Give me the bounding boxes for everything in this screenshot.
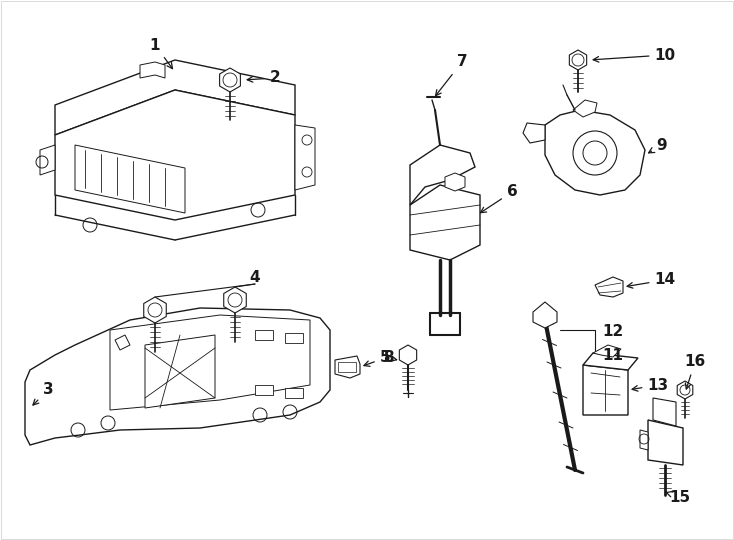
Polygon shape: [410, 145, 475, 205]
Polygon shape: [75, 145, 185, 213]
Text: 4: 4: [250, 271, 261, 286]
Text: 2: 2: [247, 71, 280, 85]
Polygon shape: [55, 90, 295, 220]
Bar: [285, 333, 303, 343]
Text: 9: 9: [649, 138, 667, 153]
Polygon shape: [219, 68, 241, 92]
Polygon shape: [640, 430, 648, 450]
Bar: [255, 385, 273, 395]
Polygon shape: [445, 173, 465, 191]
Polygon shape: [523, 123, 545, 143]
Polygon shape: [573, 100, 597, 117]
Polygon shape: [140, 62, 165, 78]
Text: 10: 10: [593, 48, 675, 63]
Text: 15: 15: [666, 489, 691, 504]
Text: 14: 14: [627, 273, 675, 288]
Text: 3: 3: [33, 382, 54, 405]
Text: 5: 5: [364, 350, 390, 366]
Polygon shape: [40, 145, 55, 175]
Polygon shape: [410, 185, 480, 260]
Polygon shape: [110, 315, 310, 410]
Polygon shape: [595, 277, 623, 297]
Polygon shape: [399, 345, 417, 365]
Polygon shape: [653, 398, 676, 426]
Polygon shape: [677, 381, 693, 399]
Text: 8: 8: [382, 350, 397, 366]
Text: 6: 6: [481, 185, 517, 213]
Bar: [285, 388, 303, 398]
Text: 11: 11: [602, 348, 623, 362]
Text: 13: 13: [632, 377, 669, 393]
Text: 7: 7: [435, 55, 468, 96]
Text: 12: 12: [602, 325, 623, 340]
Polygon shape: [583, 365, 628, 415]
Polygon shape: [648, 420, 683, 465]
Polygon shape: [335, 356, 360, 378]
Polygon shape: [295, 125, 315, 190]
Polygon shape: [583, 353, 638, 370]
Polygon shape: [593, 345, 621, 357]
Polygon shape: [570, 50, 586, 70]
Polygon shape: [144, 297, 167, 323]
Polygon shape: [145, 335, 215, 408]
Polygon shape: [115, 335, 130, 350]
Text: 1: 1: [150, 37, 172, 69]
Polygon shape: [25, 308, 330, 445]
Bar: [255, 330, 273, 340]
Polygon shape: [224, 287, 247, 313]
Bar: [338, 362, 356, 372]
Polygon shape: [545, 110, 645, 195]
Text: 16: 16: [684, 354, 705, 389]
Polygon shape: [533, 302, 557, 328]
Polygon shape: [55, 60, 295, 135]
